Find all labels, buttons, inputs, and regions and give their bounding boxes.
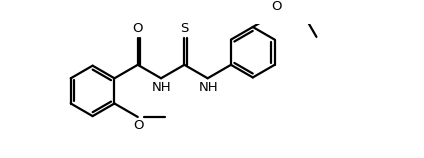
Text: S: S (180, 22, 189, 35)
Text: NH: NH (152, 81, 172, 94)
Text: O: O (134, 119, 144, 132)
Text: O: O (272, 0, 282, 13)
Text: O: O (133, 22, 143, 35)
Text: NH: NH (199, 81, 218, 94)
